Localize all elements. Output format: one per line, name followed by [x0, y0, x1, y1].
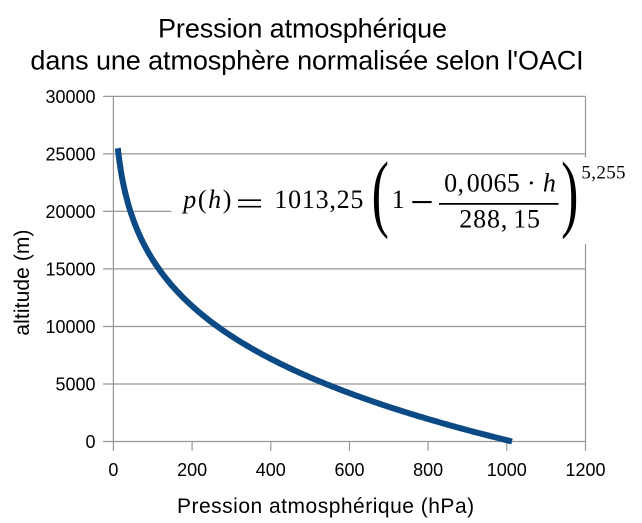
svg-text:15000: 15000 [45, 259, 95, 279]
svg-text:1000: 1000 [487, 460, 527, 480]
svg-text:=: = [236, 186, 264, 222]
svg-text:200: 200 [177, 460, 207, 480]
svg-text:0: 0 [85, 432, 95, 452]
svg-text:−: − [410, 179, 433, 225]
svg-text:30000: 30000 [45, 87, 95, 107]
svg-text:altitude (m): altitude (m) [11, 229, 34, 335]
svg-text:1: 1 [392, 185, 405, 214]
svg-text:(: ( [372, 146, 389, 240]
svg-text:0,0065 · h: 0,0065 · h [444, 168, 556, 197]
svg-text:600: 600 [334, 460, 364, 480]
svg-text:Pression atmosphérique (hPa): Pression atmosphérique (hPa) [177, 495, 475, 518]
svg-text:25000: 25000 [45, 144, 95, 164]
svg-text:0: 0 [108, 460, 118, 480]
svg-text:20000: 20000 [45, 202, 95, 222]
svg-text:1013,25: 1013,25 [274, 185, 364, 214]
svg-text:1200: 1200 [565, 460, 605, 480]
svg-text:Pression atmosphérique: Pression atmosphérique [158, 14, 447, 44]
svg-text:288,15: 288, 15 [459, 205, 541, 234]
svg-text:5,255: 5,255 [581, 163, 626, 184]
svg-text:p(h): p(h) [181, 185, 233, 214]
svg-text:): ) [561, 146, 578, 240]
svg-text:dans une atmosphère normalisée: dans une atmosphère normalisée selon l'O… [30, 46, 583, 76]
svg-text:10000: 10000 [45, 317, 95, 337]
svg-text:5000: 5000 [55, 374, 95, 394]
svg-text:400: 400 [256, 460, 286, 480]
svg-text:800: 800 [413, 460, 443, 480]
